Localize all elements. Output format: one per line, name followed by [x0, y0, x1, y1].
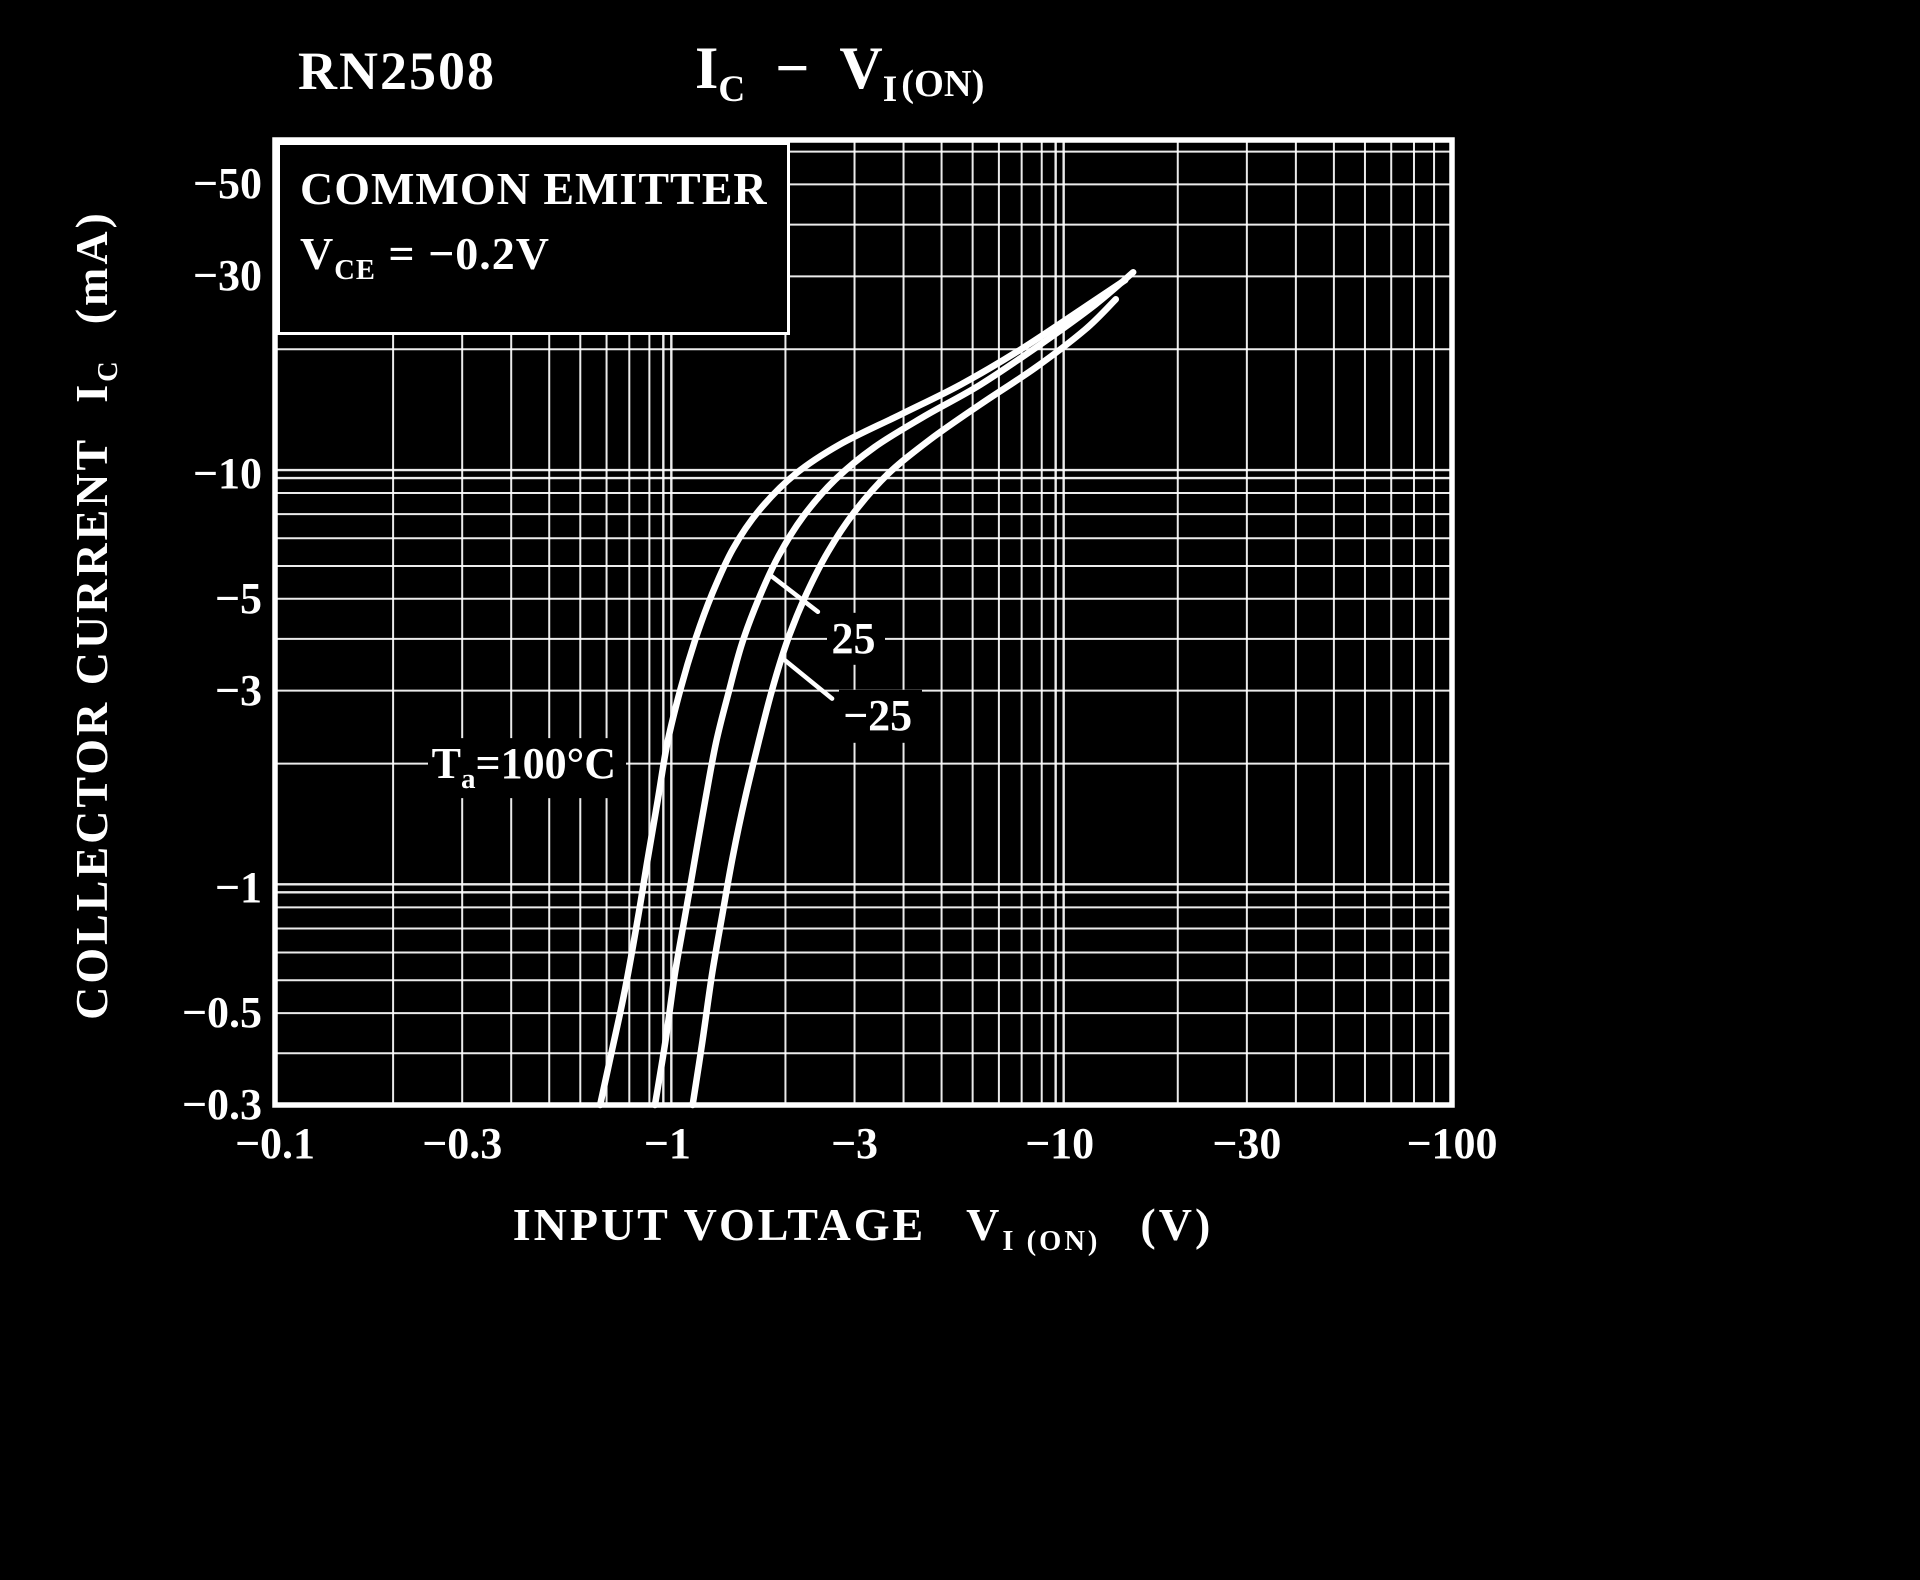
- x-tick-label: −10: [1025, 1119, 1095, 1168]
- y-axis-ic-symbol: IC: [65, 358, 125, 403]
- curve-ta-100c: [596, 276, 1129, 1109]
- x-tick-label: −3: [830, 1119, 879, 1168]
- x-axis-unit: (V): [1140, 1199, 1214, 1250]
- condition-common-emitter: COMMON EMITTER: [300, 163, 768, 214]
- curve-ta-25c: [651, 268, 1137, 1109]
- x-tick-label: −0.1: [234, 1119, 316, 1168]
- curve-label-t-25: 25: [827, 612, 886, 666]
- x-tick-label: −1: [643, 1119, 691, 1168]
- y-tick-label: −30: [192, 251, 262, 301]
- y-tick-label: −50: [192, 159, 262, 209]
- x-tick-label: −0.3: [422, 1119, 503, 1168]
- title-vi-symbol: V: [839, 35, 883, 101]
- x-axis-vi-symbol: VI (ON): [966, 1199, 1101, 1258]
- y-tick-label: −1: [214, 863, 262, 913]
- leader-t-minus-25: [779, 655, 835, 701]
- x-tick-label: −30: [1212, 1119, 1282, 1168]
- curve-ta-minus-25c: [689, 296, 1120, 1109]
- y-tick-label: −5: [214, 573, 262, 623]
- title-ic-subscript: C: [718, 69, 746, 110]
- chart-title: IC − VI (ON): [695, 34, 984, 111]
- plot-border: [272, 137, 1455, 1108]
- condition-vce: VCE = −0.2V: [300, 228, 551, 287]
- y-tick-label: −0.5: [181, 988, 262, 1038]
- leader-t-25: [768, 572, 821, 615]
- title-vi-subscript: I: [882, 69, 898, 110]
- test-conditions-box: COMMON EMITTER VCE = −0.2V: [277, 142, 790, 335]
- device-model: RN2508: [298, 41, 496, 101]
- curves: [596, 268, 1137, 1109]
- y-tick-label: −3: [214, 665, 262, 715]
- x-tick-label: −100: [1406, 1119, 1498, 1168]
- y-tick-label: −10: [192, 449, 262, 499]
- curve-label-ta-100: Ta=100°C: [427, 738, 626, 799]
- leader-lines: [768, 572, 835, 701]
- title-ic-symbol: I: [695, 35, 719, 101]
- y-tick-label: −0.3: [181, 1080, 262, 1129]
- title-on-suffix: (ON): [901, 63, 985, 106]
- x-axis-title: INPUT VOLTAGE VI (ON) (V): [512, 1199, 1214, 1258]
- title-dash: −: [775, 35, 810, 101]
- curve-label-t-minus-25: −25: [839, 690, 923, 743]
